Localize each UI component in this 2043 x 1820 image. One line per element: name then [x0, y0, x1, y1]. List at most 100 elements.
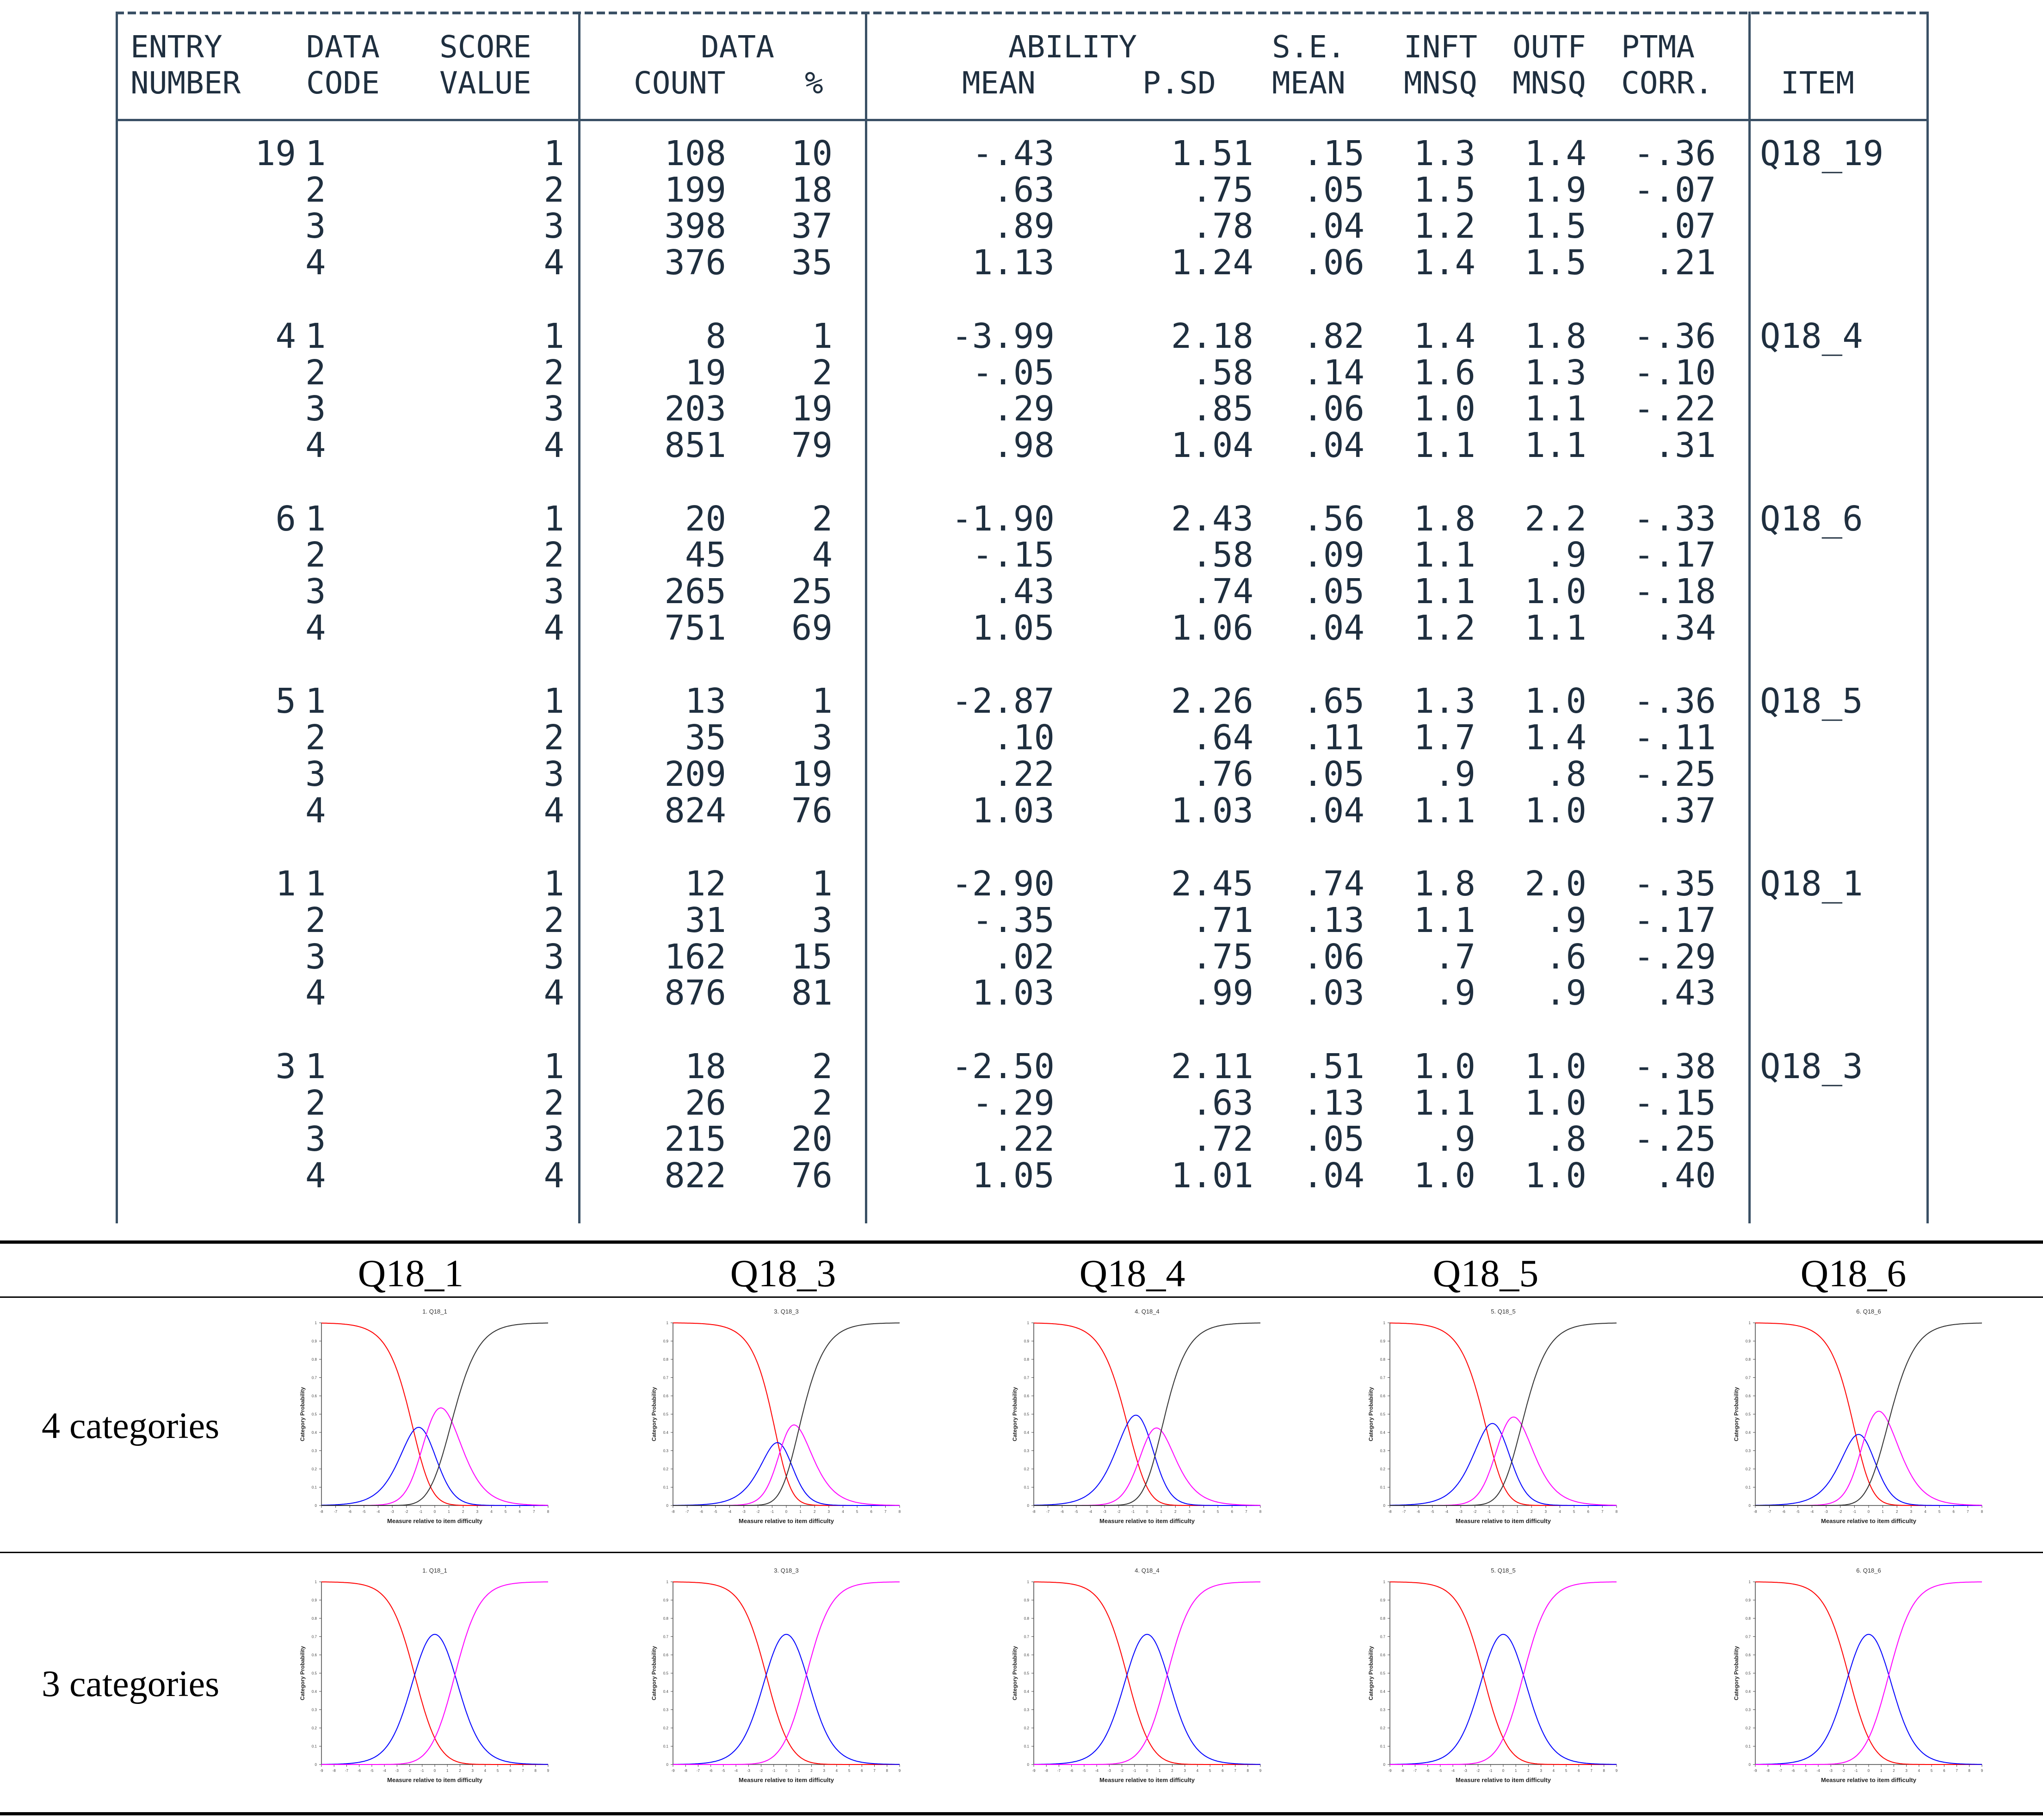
x-tick-label: 6: [509, 1769, 512, 1773]
table-cell: .9: [1434, 754, 1475, 794]
item-label: Q18_4: [1760, 316, 1863, 356]
category-probability-chart: 5. Q18_5 0 0.1 0.2 0.3 0.4 0.5 0.6 0.7 0.8 0.9 1 -8 -…: [1364, 1300, 1623, 1533]
data-code-cell: 3: [305, 1119, 326, 1160]
table-cell: 4: [543, 608, 564, 648]
x-tick-label: -7: [345, 1769, 349, 1773]
x-tick-label: 9: [1981, 1769, 1983, 1773]
x-tick-label: -5: [722, 1769, 725, 1773]
y-tick-label: 0.4: [1380, 1690, 1386, 1694]
column-header-q18-4: Q18_4: [1079, 1252, 1185, 1295]
table-cell: .43: [993, 572, 1055, 611]
x-tick-label: 4: [490, 1510, 493, 1514]
table-cell: 31: [685, 900, 726, 940]
y-tick-label: 0.1: [312, 1486, 317, 1490]
table-left-border: [116, 12, 118, 1223]
table-cell: 2.11: [1171, 1047, 1253, 1086]
table-cell: 1.03: [1171, 790, 1253, 831]
table-cell: 76: [791, 1156, 833, 1196]
table-cell: .76: [1191, 754, 1253, 794]
table-cell: -.05: [972, 352, 1055, 393]
table-cell: 19: [791, 754, 833, 794]
table-cell: 15: [791, 937, 833, 977]
table-cell: 1.03: [972, 973, 1055, 1013]
table-cell: 1.6: [1413, 352, 1475, 393]
x-tick-label: 3: [1184, 1769, 1186, 1773]
x-tick-label: -6: [348, 1510, 352, 1514]
x-tick-label: -5: [362, 1510, 366, 1514]
x-tick-label: 4: [484, 1769, 487, 1773]
table-cell: 1.4: [1525, 134, 1586, 173]
x-tick-label: -3: [1108, 1769, 1111, 1773]
table-cell: 20: [791, 1119, 833, 1160]
header-infit-2: MNSQ: [1404, 65, 1477, 101]
table-cell: -.25: [1633, 754, 1716, 794]
table-cell: 1.5: [1525, 243, 1586, 283]
table-cell: -.36: [1633, 681, 1716, 722]
x-tick-label: -7: [1779, 1769, 1783, 1773]
y-tick-label: 0.9: [1746, 1339, 1751, 1344]
x-tick-label: 5: [1931, 1769, 1933, 1773]
x-tick-label: 5: [1565, 1769, 1568, 1773]
table-cell: -.35: [1633, 864, 1716, 904]
x-axis-label: Measure relative to item difficulty: [387, 1518, 483, 1524]
y-tick-label: 0.9: [1746, 1598, 1751, 1603]
table-cell: .75: [1191, 937, 1253, 977]
table-cell: 1: [812, 316, 833, 356]
data-code-cell: 1: [305, 681, 326, 722]
table-cell: 4: [543, 243, 564, 283]
x-tick-label: 8: [1969, 1769, 1971, 1773]
category-probability-chart: 3. Q18_3 0 0.1 0.2 0.3 0.4 0.5 0.6 0.7 0.8 0.9 1 -9 -…: [648, 1559, 907, 1792]
table-cell: 79: [791, 425, 833, 465]
category-2-curve: [1389, 1423, 1617, 1506]
table-cell: .43: [1654, 973, 1716, 1013]
table-cell: .31: [1654, 425, 1716, 465]
table-cell: .58: [1191, 535, 1253, 575]
x-tick-label: -4: [728, 1510, 732, 1514]
table-cell: 8: [705, 316, 726, 356]
x-tick-label: 1: [799, 1510, 802, 1514]
table-cell: .9: [1545, 900, 1586, 940]
y-tick-label: 0.3: [312, 1449, 317, 1453]
x-tick-label: -4: [734, 1769, 738, 1773]
x-tick-label: -1: [1133, 1769, 1136, 1773]
x-tick-label: 1: [1515, 1769, 1517, 1773]
table-cell: 37: [791, 206, 833, 247]
y-tick-label: 0.5: [312, 1413, 317, 1417]
header-datacode-1: DATA: [306, 29, 380, 65]
plot-background: [1008, 1559, 1267, 1792]
x-tick-label: -6: [1426, 1769, 1430, 1773]
table-cell: .13: [1302, 1083, 1364, 1123]
table-cell: -.18: [1633, 572, 1716, 611]
table-cell: 1.1: [1525, 425, 1586, 465]
table-cell: 1.24: [1171, 243, 1253, 283]
y-tick-label: 0.8: [1380, 1357, 1386, 1362]
table-cell: 1.1: [1413, 535, 1475, 575]
table-cell: 13: [685, 681, 726, 722]
y-tick-label: 0.4: [312, 1431, 317, 1435]
plot-title: 4. Q18_4: [1135, 1567, 1160, 1574]
table-cell: 81: [791, 973, 833, 1013]
y-tick-label: 0.2: [312, 1467, 317, 1471]
header-ptma-2: CORR.: [1621, 65, 1713, 101]
table-cell: -1.90: [951, 499, 1055, 539]
category-2-curve: [1755, 1434, 1982, 1506]
x-tick-label: -8: [671, 1510, 675, 1514]
table-cell: 1: [543, 864, 564, 904]
table-cell: 1.01: [1171, 1156, 1253, 1196]
header-ability: ABILITY: [1008, 29, 1137, 65]
x-tick-label: 8: [1616, 1510, 1618, 1514]
x-tick-label: -9: [1753, 1769, 1757, 1773]
table-cell: .9: [1545, 535, 1586, 575]
y-tick-label: 0.7: [1380, 1376, 1386, 1380]
plot-background: [1364, 1559, 1623, 1792]
y-tick-label: 0.9: [1380, 1339, 1386, 1344]
table-cell: 1.0: [1525, 681, 1586, 722]
table-cell: 3: [543, 572, 564, 611]
data-code-cell: 2: [305, 535, 326, 575]
category-2-curve: [321, 1634, 549, 1765]
table-cell: 1.4: [1525, 718, 1586, 758]
table-cell: 2.26: [1171, 681, 1253, 722]
table-cell: .05: [1302, 1119, 1364, 1160]
x-tick-label: 1: [1880, 1769, 1883, 1773]
header-se-1: S.E.: [1272, 29, 1346, 65]
